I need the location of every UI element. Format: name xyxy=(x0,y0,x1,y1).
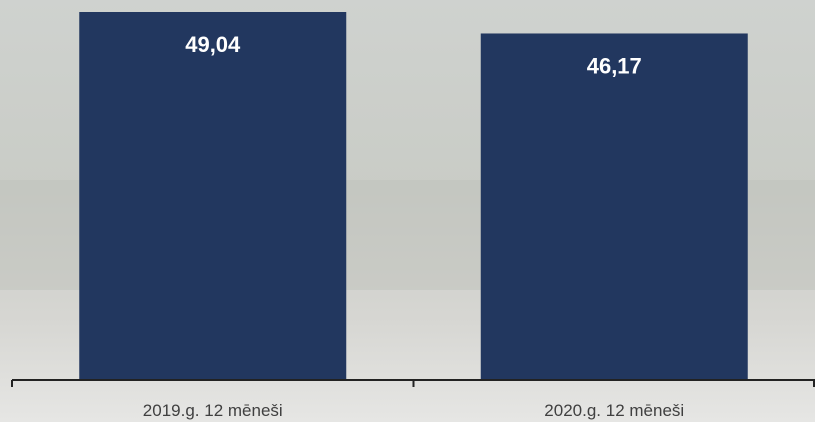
value-label: 49,04 xyxy=(185,32,241,57)
bar xyxy=(79,12,346,379)
x-tick-label: 2019.g. 12 mēneši xyxy=(143,401,283,420)
page: {"chart_data": {"type": "bar", "categori… xyxy=(0,0,815,422)
bar xyxy=(481,33,748,379)
value-label: 46,17 xyxy=(587,53,642,78)
x-tick-label: 2020.g. 12 mēneši xyxy=(544,401,684,420)
chart: 49,04 2019.g. 12 mēneši 46,17 2020.g. 12 mē… xyxy=(0,0,815,422)
